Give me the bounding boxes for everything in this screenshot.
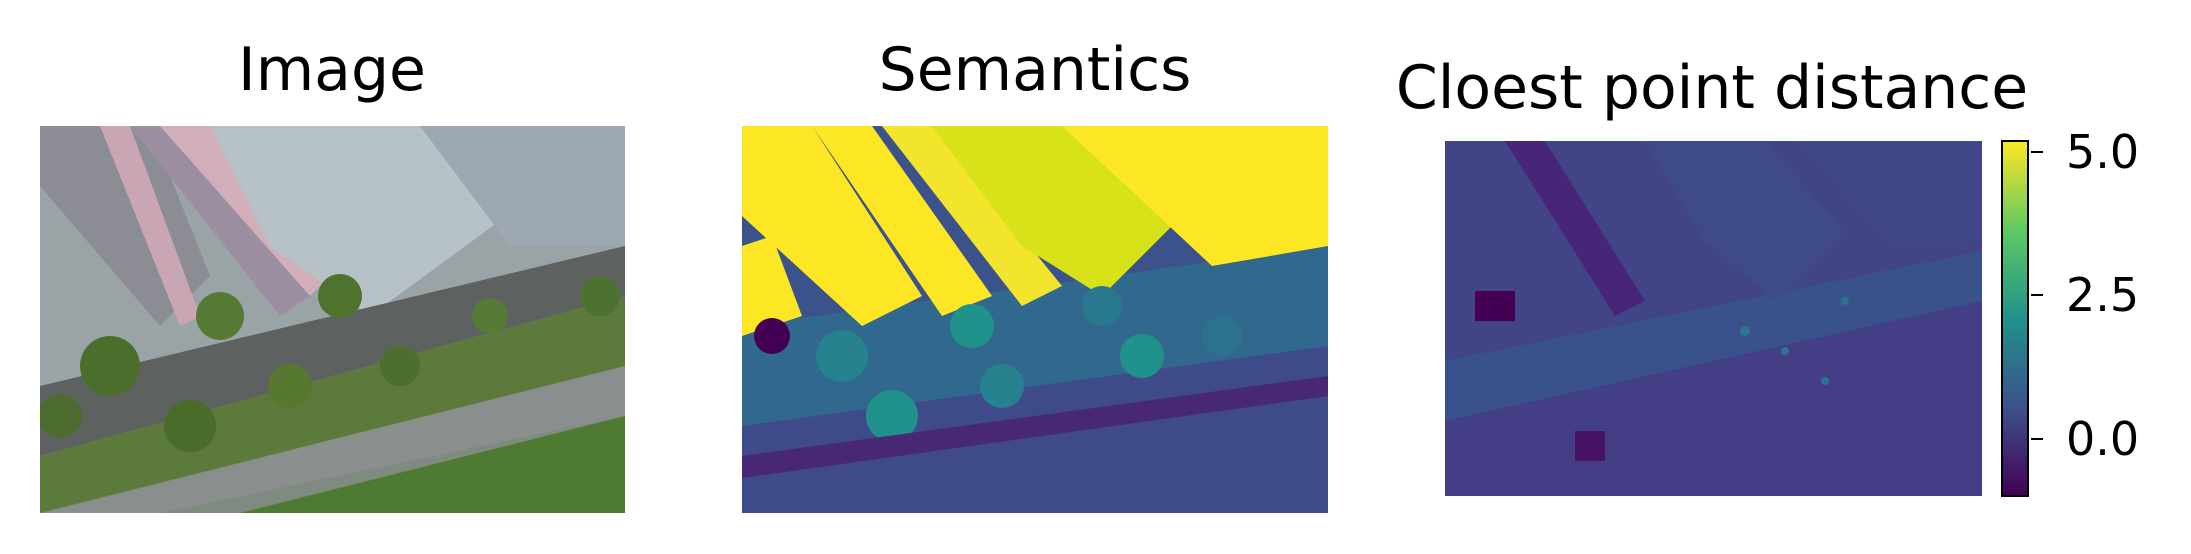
panel-title-semantics: Semantics	[878, 35, 1192, 105]
aerial-photo	[40, 126, 625, 513]
aerial-photo-panel	[40, 126, 625, 513]
panel-title-image: Image	[238, 35, 426, 105]
colorbar-tick-label: 0.0	[2066, 412, 2140, 467]
distance-map	[1445, 141, 1982, 496]
semantics-panel	[742, 126, 1328, 513]
colorbar-tick-label: 5.0	[2066, 124, 2140, 179]
colorbar-tick-label: 2.5	[2066, 268, 2140, 323]
panel-title-distance: Cloest point distance	[1395, 53, 2029, 123]
colorbar-tick	[2031, 294, 2043, 297]
semantic-map	[742, 126, 1328, 513]
colorbar-tick	[2031, 438, 2043, 441]
distance-map-panel	[1445, 141, 1982, 496]
colorbar-tick	[2031, 150, 2043, 153]
colorbar	[2001, 140, 2029, 497]
